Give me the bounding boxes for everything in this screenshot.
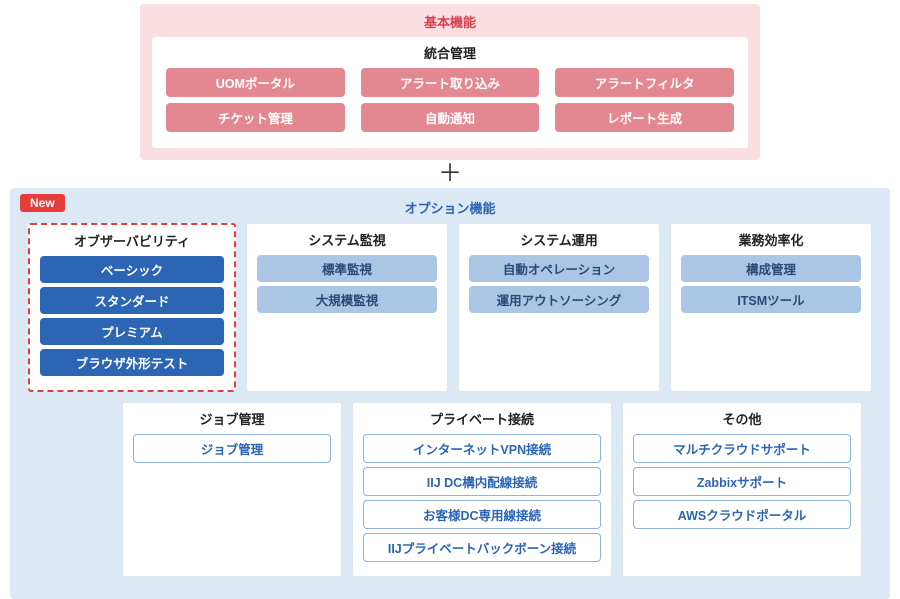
option-item-pill: 大規模監視 <box>257 286 437 313</box>
basic-pill-row: チケット管理自動通知レポート生成 <box>166 103 734 132</box>
basic-features-panel: 基本機能 統合管理 UOMポータルアラート取り込みアラートフィルタチケット管理自… <box>140 4 760 160</box>
option-item-pill: 標準監視 <box>257 255 437 282</box>
basic-feature-pill: UOMポータル <box>166 68 345 97</box>
option-item-pill: 構成管理 <box>681 255 861 282</box>
plus-divider: ＋ <box>0 162 900 186</box>
option-features-panel: New オプション機能 オブザーバビリティベーシックスタンダードプレミアムブラウ… <box>10 188 890 599</box>
basic-panel-title: 基本機能 <box>152 12 748 31</box>
option-item-pill: AWSクラウドポータル <box>633 500 851 529</box>
option-card-title: プライベート接続 <box>363 409 601 428</box>
option-card-other: その他マルチクラウドサポート Zabbixサポート AWSクラウドポータル <box>622 402 862 577</box>
option-item-pill: ジョブ管理 <box>133 434 331 463</box>
option-item-pill: プレミアム <box>40 318 224 345</box>
option-item-pill: インターネットVPN接続 <box>363 434 601 463</box>
basic-feature-pill: チケット管理 <box>166 103 345 132</box>
basic-pill-row: UOMポータルアラート取り込みアラートフィルタ <box>166 68 734 97</box>
option-panel-title: オプション機能 <box>22 198 878 217</box>
option-item-pill: 自動オペレーション <box>469 255 649 282</box>
option-item-pill: スタンダード <box>40 287 224 314</box>
new-badge: New <box>20 194 65 212</box>
option-card-title: その他 <box>633 409 851 428</box>
option-item-pill: ベーシック <box>40 256 224 283</box>
option-item-pill: IIJプライベートバックボーン接続 <box>363 533 601 562</box>
integrated-management-title: 統合管理 <box>166 43 734 62</box>
option-item-pill: ITSMツール <box>681 286 861 313</box>
basic-feature-pill: アラート取り込み <box>361 68 540 97</box>
option-item-pill: 運用アウトソーシング <box>469 286 649 313</box>
option-card-title: システム監視 <box>257 230 437 249</box>
option-card-title: 業務効率化 <box>681 230 861 249</box>
option-card-eff: 業務効率化構成管理 ITSMツール <box>670 223 872 392</box>
option-card-obs: オブザーバビリティベーシックスタンダードプレミアムブラウザ外形テスト <box>28 223 236 392</box>
option-item-pill: IIJ DC構内配線接続 <box>363 467 601 496</box>
option-card-title: オブザーバビリティ <box>40 231 224 250</box>
basic-feature-pill: アラートフィルタ <box>555 68 734 97</box>
basic-feature-pill: レポート生成 <box>555 103 734 132</box>
option-card-mon: システム監視標準監視大規模監視 <box>246 223 448 392</box>
option-item-pill: ブラウザ外形テスト <box>40 349 224 376</box>
option-card-title: ジョブ管理 <box>133 409 331 428</box>
integrated-management-box: 統合管理 UOMポータルアラート取り込みアラートフィルタチケット管理自動通知レポ… <box>152 37 748 148</box>
option-card-ops: システム運用自動オペレーション運用アウトソーシング <box>458 223 660 392</box>
option-item-pill: Zabbixサポート <box>633 467 851 496</box>
option-card-priv: プライベート接続インターネットVPN接続 IIJ DC構内配線接続お客様DC専用線… <box>352 402 612 577</box>
basic-feature-pill: 自動通知 <box>361 103 540 132</box>
option-card-title: システム運用 <box>469 230 649 249</box>
option-item-pill: マルチクラウドサポート <box>633 434 851 463</box>
option-card-job: ジョブ管理ジョブ管理 <box>122 402 342 577</box>
option-item-pill: お客様DC専用線接続 <box>363 500 601 529</box>
